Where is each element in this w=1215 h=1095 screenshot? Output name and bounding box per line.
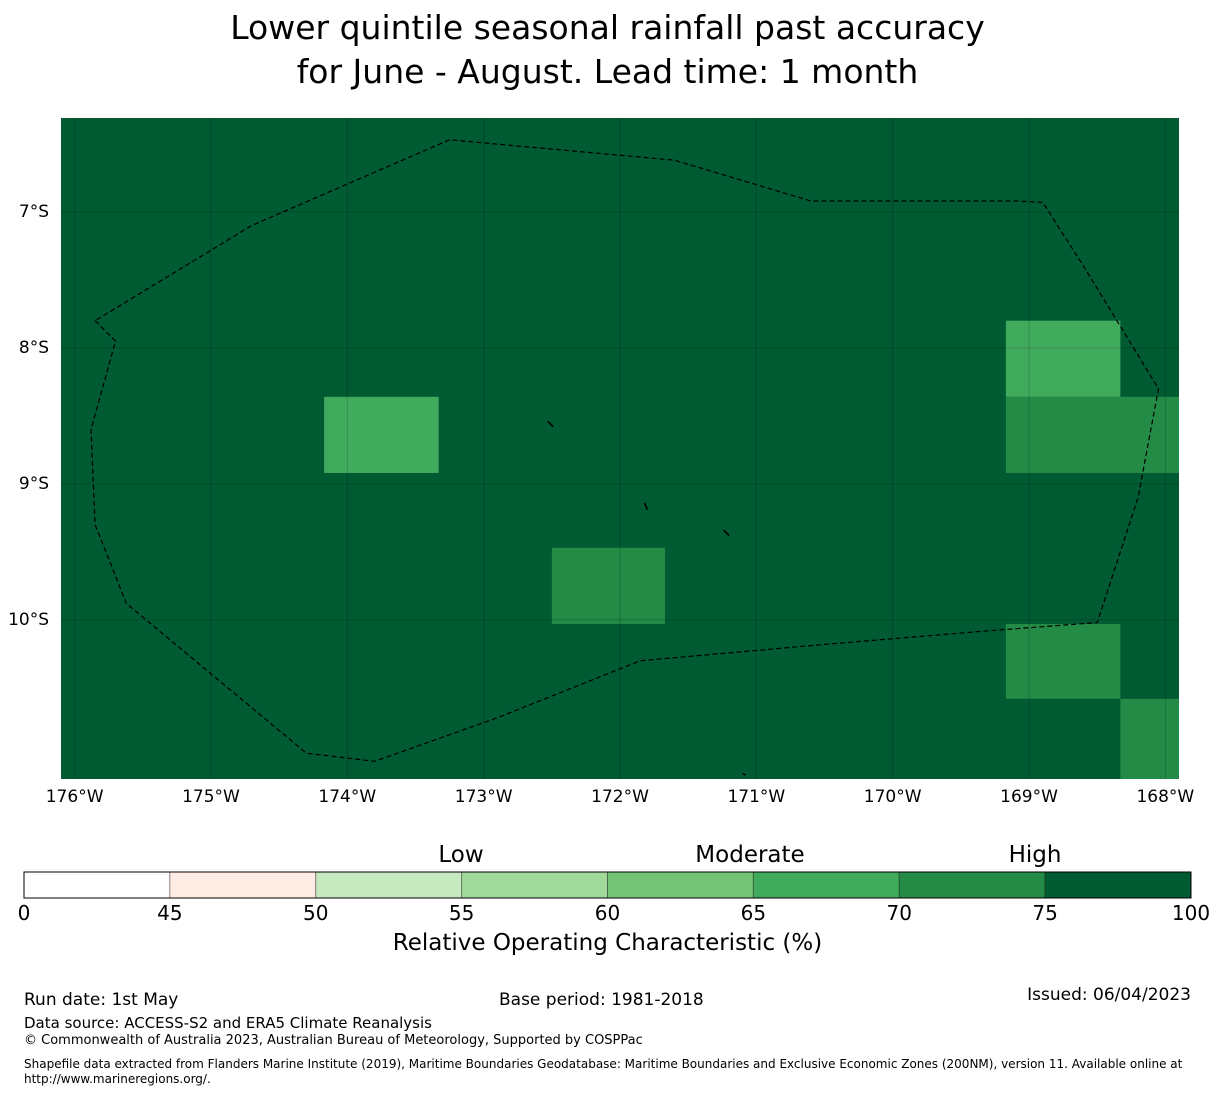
colorbar-frame	[23, 871, 1192, 899]
colorbar-tick-label: 0	[17, 901, 31, 925]
longitude-label: 176°W	[45, 787, 104, 807]
longitude-label: 173°W	[454, 787, 513, 807]
colorbar-tick-label: 55	[448, 901, 475, 925]
issued-date: Issued: 06/04/2023	[1027, 985, 1191, 1005]
colorbar-category-low: Low	[438, 842, 484, 868]
map-title-line-1: Lower quintile seasonal rainfall past ac…	[230, 8, 985, 47]
copyright-notice: © Commonwealth of Australia 2023, Austra…	[24, 1033, 643, 1048]
longitude-label: 172°W	[591, 787, 649, 807]
colorbar-category-moderate: Moderate	[695, 842, 805, 868]
colorbar-swatch	[315, 871, 463, 899]
colorbar-swatch	[607, 871, 754, 899]
colorbar-category-high: High	[1008, 842, 1062, 868]
longitude-label: 174°W	[318, 787, 377, 807]
map-cell	[1120, 698, 1179, 779]
island-outline	[723, 529, 730, 537]
colorbar-swatch	[898, 871, 1046, 899]
colorbar-swatch	[752, 871, 900, 899]
colorbar-tick-label: 50	[303, 901, 329, 925]
longitude-label: 175°W	[182, 787, 240, 807]
run-date: Run date: 1st May	[24, 990, 179, 1010]
colorbar-tick-label: 100	[1171, 901, 1211, 925]
data-source: Data source: ACCESS-S2 and ERA5 Climate …	[24, 1014, 432, 1032]
colorbar-swatch	[23, 871, 171, 899]
longitude-label: 168°W	[1136, 787, 1195, 807]
map-plot	[61, 118, 1179, 779]
colorbar	[23, 871, 1192, 899]
island-outline	[547, 420, 554, 428]
colorbar-tick-label: 75	[1032, 901, 1058, 925]
colorbar-tick-label: 70	[886, 901, 912, 925]
map-cell	[1005, 320, 1121, 397]
map-cell	[1005, 623, 1121, 699]
colorbar-swatch	[169, 871, 317, 899]
map-title: Lower quintile seasonal rainfall past ac…	[0, 6, 1215, 94]
map-cell	[1005, 396, 1179, 473]
longitude-label: 171°W	[727, 787, 786, 807]
latitude-label: 9°S	[18, 473, 49, 494]
colorbar-tick-label: 45	[157, 901, 183, 925]
colorbar-label: Relative Operating Characteristic (%)	[392, 930, 823, 956]
longitude-label: 169°W	[1000, 787, 1058, 807]
map-cell	[551, 547, 665, 624]
colorbar-tick-label: 65	[740, 901, 767, 925]
map-title-line-2: for June - August. Lead time: 1 month	[296, 52, 919, 91]
latitude-label: 7°S	[18, 201, 49, 222]
island-outline	[742, 772, 746, 776]
shapefile-credit: Shapefile data extracted from Flanders M…	[24, 1057, 1183, 1086]
base-period: Base period: 1981-2018	[499, 990, 704, 1010]
colorbar-swatch	[461, 871, 608, 899]
latitude-label: 10°S	[8, 609, 49, 630]
latitude-label: 8°S	[18, 337, 49, 358]
eez-boundary	[90, 139, 1160, 762]
longitude-label: 170°W	[863, 787, 922, 807]
colorbar-swatch	[1044, 871, 1192, 899]
map-cell	[324, 396, 439, 473]
island-outline	[643, 502, 649, 511]
colorbar-tick-label: 60	[594, 901, 621, 925]
